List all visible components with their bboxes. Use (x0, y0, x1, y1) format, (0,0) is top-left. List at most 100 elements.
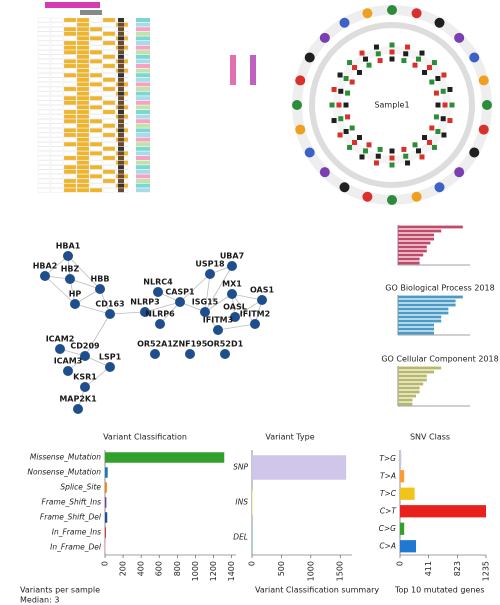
cell (76, 178, 90, 184)
node: CD209 (70, 342, 100, 361)
cell (63, 146, 77, 151)
cell (37, 40, 51, 46)
cell (89, 114, 103, 119)
cell (89, 96, 103, 101)
cell (63, 54, 77, 59)
cell (89, 160, 103, 165)
cell (63, 109, 77, 115)
cell (102, 105, 116, 110)
cell (102, 160, 116, 165)
caption: Variant Classification summary (255, 586, 379, 595)
category-label: INS (235, 498, 248, 507)
cell (366, 62, 372, 68)
node: NLRC4 (143, 278, 173, 297)
anno (136, 27, 150, 32)
cell (89, 123, 103, 128)
ring (319, 32, 465, 178)
category-label: Splice_Site (60, 483, 101, 492)
cell (102, 100, 116, 105)
cell (426, 139, 432, 145)
anno (136, 36, 150, 41)
anno (136, 146, 150, 151)
cell (356, 69, 362, 75)
cell (102, 132, 116, 138)
node: NLRP3 (130, 298, 160, 317)
node-label: USP18 (195, 260, 225, 269)
cell (50, 178, 64, 184)
anno (118, 160, 124, 165)
node-label: CD163 (95, 300, 124, 309)
anno (136, 123, 150, 128)
cell (63, 59, 77, 64)
cell (102, 82, 116, 87)
cell (76, 73, 90, 78)
cell (336, 102, 342, 108)
anno (118, 142, 124, 147)
cell (359, 154, 365, 160)
cell (37, 77, 51, 82)
node: OASL (223, 303, 247, 322)
cell (50, 128, 64, 133)
cell (63, 105, 77, 110)
cell (343, 129, 349, 134)
cell (63, 45, 77, 50)
bar (105, 452, 225, 463)
node-dot (65, 274, 75, 284)
cell (50, 96, 64, 101)
cell (89, 109, 103, 115)
cell (63, 73, 77, 78)
segment (295, 75, 306, 86)
anno (136, 183, 150, 188)
bar (398, 319, 442, 323)
cell (433, 114, 439, 120)
cell (50, 50, 64, 55)
node-dot (200, 307, 210, 317)
category-label: Missense_Mutation (30, 453, 101, 462)
cell (422, 69, 428, 75)
cell (63, 155, 77, 161)
cell (435, 76, 441, 81)
cell (50, 45, 64, 50)
cell (76, 146, 90, 151)
cell (37, 54, 51, 59)
cell (37, 132, 51, 138)
node-dot (95, 284, 105, 294)
bar (400, 452, 402, 465)
anno (136, 119, 150, 124)
cell (37, 160, 51, 165)
cell (102, 59, 116, 64)
cell (37, 63, 51, 69)
node-label: ICAM2 (46, 335, 75, 344)
node-dot (230, 312, 240, 322)
node: MX1 (222, 280, 242, 299)
cell (89, 36, 103, 41)
anno (118, 174, 124, 179)
anno (136, 165, 150, 170)
cell (63, 119, 77, 124)
node: CASP1 (165, 288, 195, 307)
segment (339, 17, 350, 28)
anno (136, 22, 150, 27)
anno (118, 137, 124, 142)
bar (105, 527, 106, 538)
cell (50, 169, 64, 174)
anno (136, 64, 150, 68)
node-label: NLRP3 (130, 298, 159, 307)
anno (136, 105, 150, 110)
cell (50, 68, 64, 73)
x-tick-label: 1200 (209, 561, 218, 581)
ring (347, 60, 437, 150)
cell (63, 128, 77, 133)
cell (76, 155, 90, 161)
caption: Median: 3 (20, 596, 59, 605)
cell (89, 105, 103, 110)
cell (76, 50, 90, 55)
anno (118, 188, 124, 193)
cell (331, 118, 337, 124)
cell (440, 116, 446, 122)
cell (63, 36, 77, 41)
cell (345, 90, 351, 96)
edge (231, 293, 263, 301)
chart-title: GO Cellular Component 2018 (381, 355, 498, 364)
cell (50, 146, 64, 151)
